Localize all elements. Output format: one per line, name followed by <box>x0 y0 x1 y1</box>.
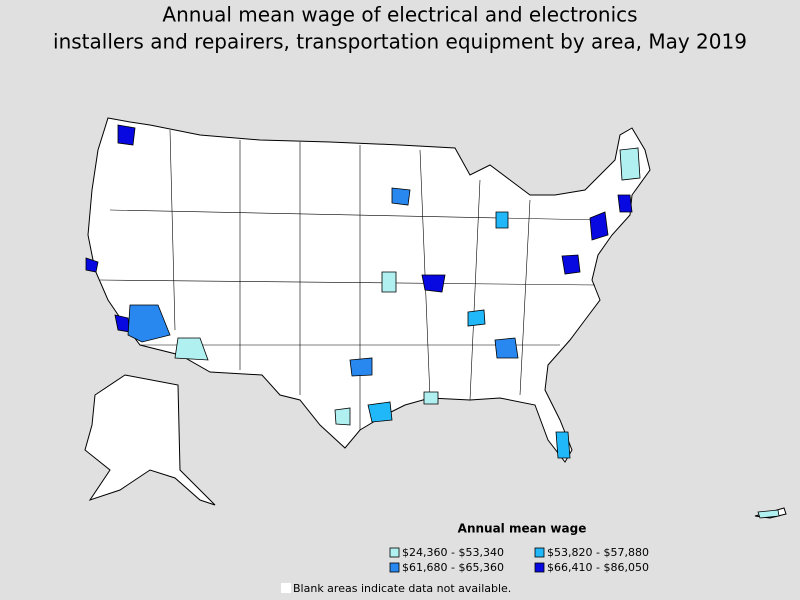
area-mobile <box>423 391 439 405</box>
legend-swatch <box>389 547 400 558</box>
area-seattle <box>117 124 136 146</box>
legend-label: $53,820 - $57,880 <box>547 546 649 559</box>
contiguous-us <box>87 117 651 463</box>
title: installers and repairers, transportation… <box>53 30 747 54</box>
area-atlanta <box>494 337 519 359</box>
note-swatch <box>281 583 291 593</box>
area-hawaii <box>757 509 780 519</box>
legend-swatch <box>534 547 545 558</box>
area-florida <box>555 431 571 459</box>
map <box>84 117 787 519</box>
area-boston <box>617 194 633 213</box>
area-stlouis <box>421 274 446 293</box>
area-sanantonio <box>334 407 351 426</box>
legend-label: $66,410 - $86,050 <box>547 561 649 574</box>
alaska <box>84 374 216 506</box>
area-dallas <box>349 357 373 377</box>
area-nashville <box>467 309 486 327</box>
area-detroit <box>495 211 509 229</box>
area-la <box>114 314 131 333</box>
note: Blank areas indicate data not available. <box>293 582 511 595</box>
area-dc <box>561 254 581 275</box>
areas <box>85 124 780 519</box>
area-kansas <box>381 271 397 293</box>
legend-label: $61,680 - $65,360 <box>402 561 504 574</box>
area-maine <box>619 147 641 181</box>
area-minneapolis <box>391 187 411 206</box>
legend-title: Annual mean wage <box>458 522 587 536</box>
area-ny <box>589 211 609 241</box>
area-arizona <box>174 337 209 361</box>
legend: Annual mean wage $24,360 - $53,340 $53,82… <box>389 522 649 574</box>
area-houston <box>367 401 393 423</box>
title: Annual mean wage of electrical and elect… <box>162 3 637 27</box>
legend-swatch <box>534 562 545 573</box>
borders <box>99 129 601 430</box>
area-sf <box>85 257 99 273</box>
legend-swatch <box>389 562 400 573</box>
area-socal <box>127 304 171 343</box>
legend-label: $24,360 - $53,340 <box>402 546 504 559</box>
